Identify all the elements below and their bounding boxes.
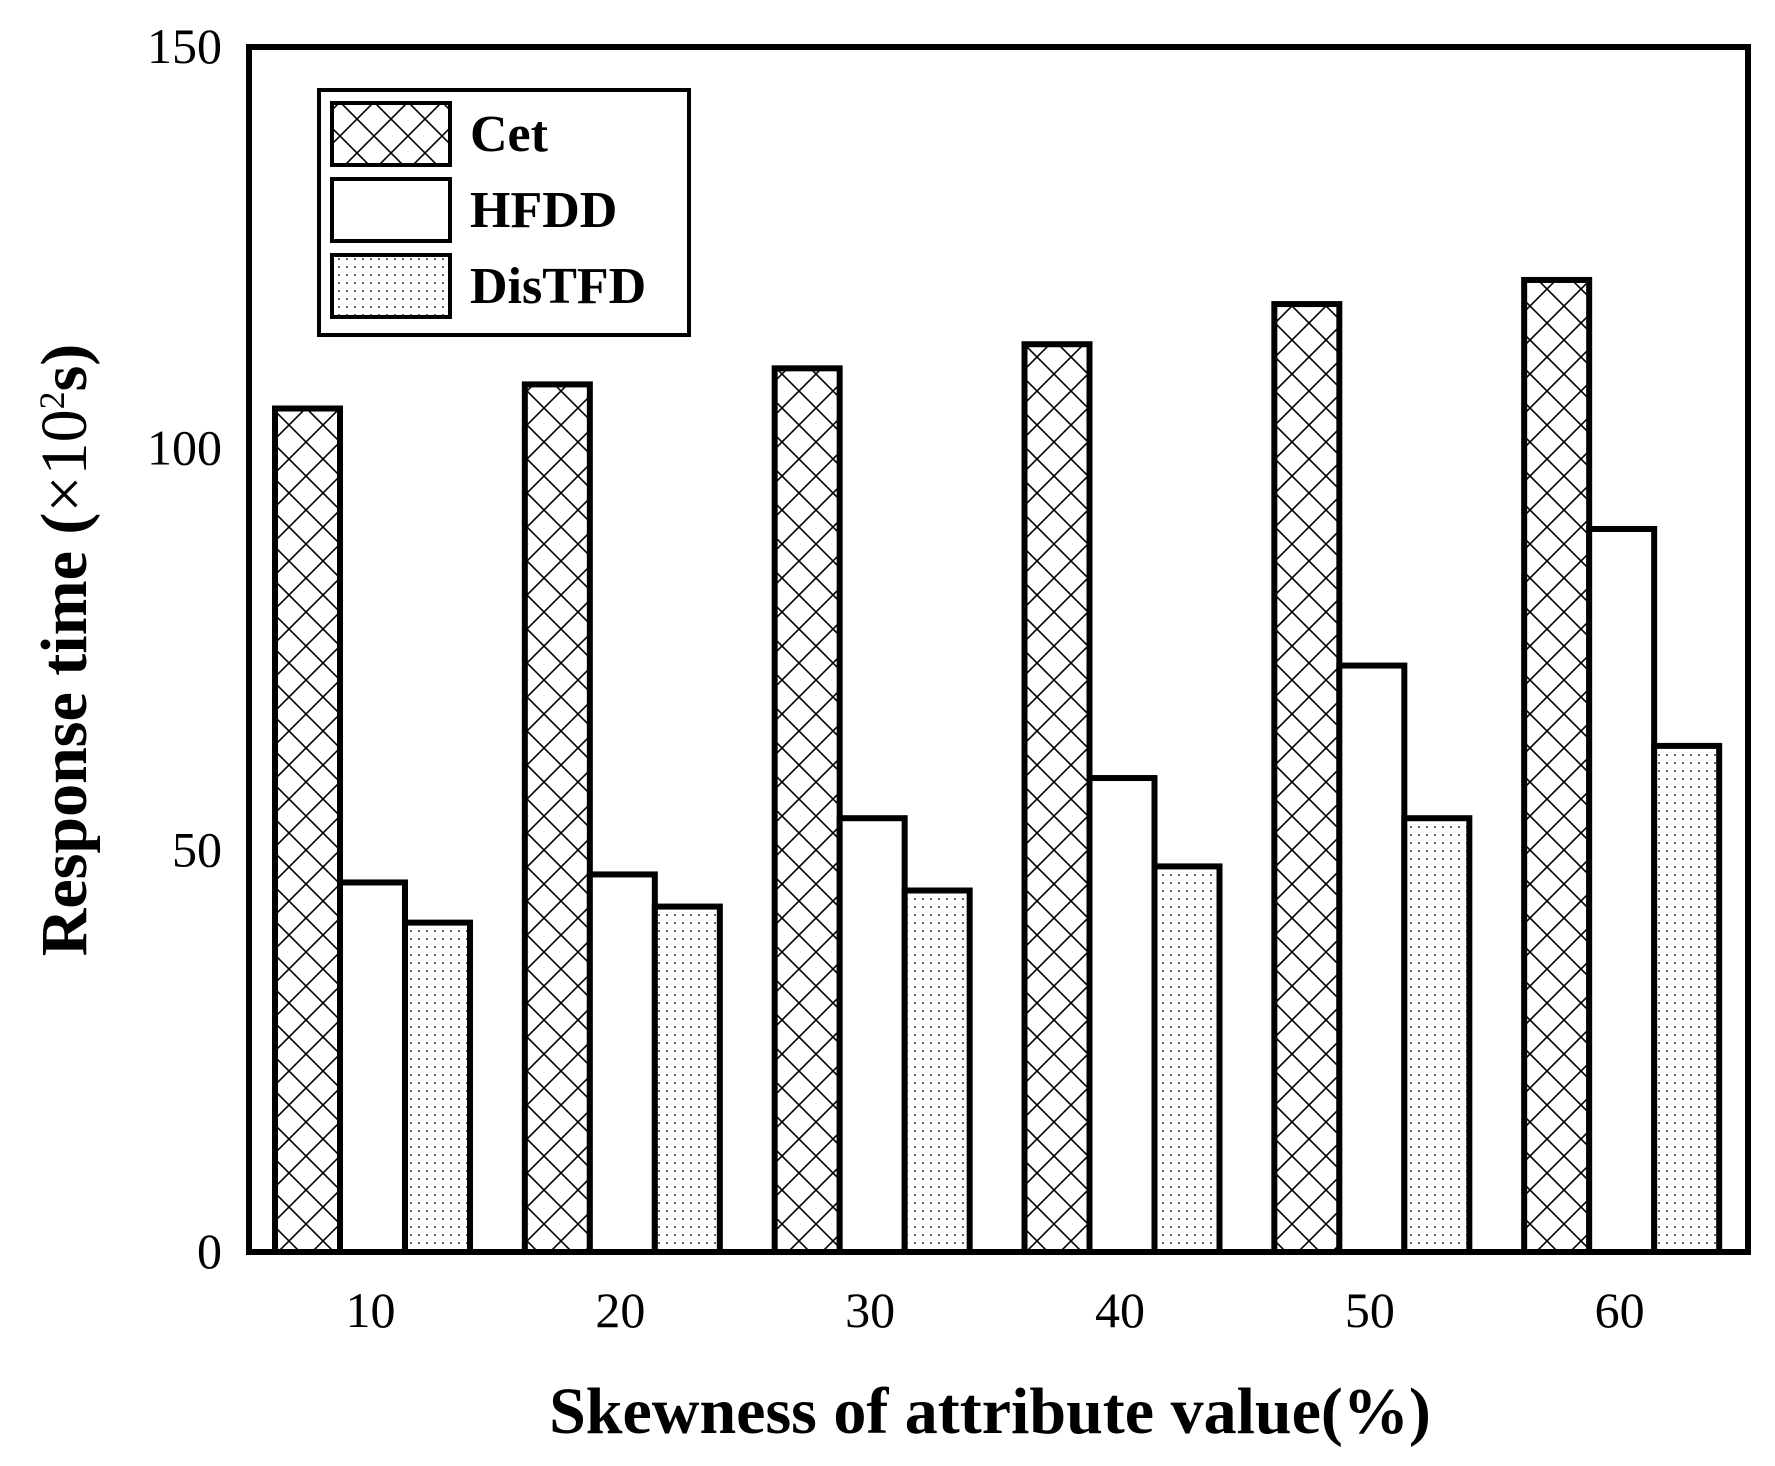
bar-distfd-40	[1151, 863, 1223, 1256]
y-tick-label: 50	[172, 821, 222, 877]
bar-cet-10	[272, 405, 343, 1255]
bar-distfd-30	[901, 887, 973, 1255]
x-tick-label: 60	[1595, 1282, 1645, 1338]
bar-distfd-60	[1651, 742, 1723, 1256]
y-tick-label: 150	[147, 18, 222, 74]
bar-cet-50	[1271, 301, 1343, 1256]
legend-swatch-distfd	[330, 253, 452, 319]
x-tick-label: 10	[346, 1282, 396, 1338]
bar-cet-20	[521, 381, 593, 1255]
y-tick-label: 0	[197, 1223, 222, 1279]
legend-swatch-cet	[330, 101, 452, 167]
legend-label-distfd: DisTFD	[470, 258, 646, 315]
legend: Cet HFDD DisTFD	[317, 88, 691, 337]
bar-hfdd-30	[836, 815, 908, 1255]
bar-cet-40	[1021, 341, 1093, 1255]
x-axis-title: Skewness of attribute value(%)	[549, 1375, 1431, 1448]
y-tick-label: 100	[147, 420, 222, 476]
x-tick-label: 40	[1095, 1282, 1145, 1338]
legend-label-cet: Cet	[470, 106, 549, 163]
bar-hfdd-10	[337, 879, 408, 1255]
bar-hfdd-60	[1586, 526, 1658, 1255]
legend-label-hfdd: HFDD	[470, 182, 617, 239]
y-axis-title: Response time (×102s)	[28, 344, 101, 957]
x-tick-label: 30	[845, 1282, 895, 1338]
plot-area-frame	[246, 44, 1751, 1255]
x-tick-label: 50	[1345, 1282, 1395, 1338]
legend-swatch-hfdd	[330, 177, 452, 243]
bars-group	[272, 276, 1723, 1256]
bar-hfdd-50	[1336, 662, 1408, 1255]
x-axis-ticks: 10 20 30 40 50 60	[346, 1282, 1645, 1338]
bar-distfd-20	[651, 903, 723, 1255]
bar-distfd-10	[402, 919, 473, 1256]
bar-hfdd-20	[586, 871, 658, 1256]
bar-distfd-50	[1401, 815, 1473, 1255]
bar-hfdd-40	[1086, 775, 1158, 1255]
y-axis-ticks: 0 50 100 150	[147, 18, 222, 1279]
bar-cet-60	[1521, 276, 1593, 1255]
bar-cet-30	[771, 365, 843, 1256]
x-tick-label: 20	[595, 1282, 645, 1338]
